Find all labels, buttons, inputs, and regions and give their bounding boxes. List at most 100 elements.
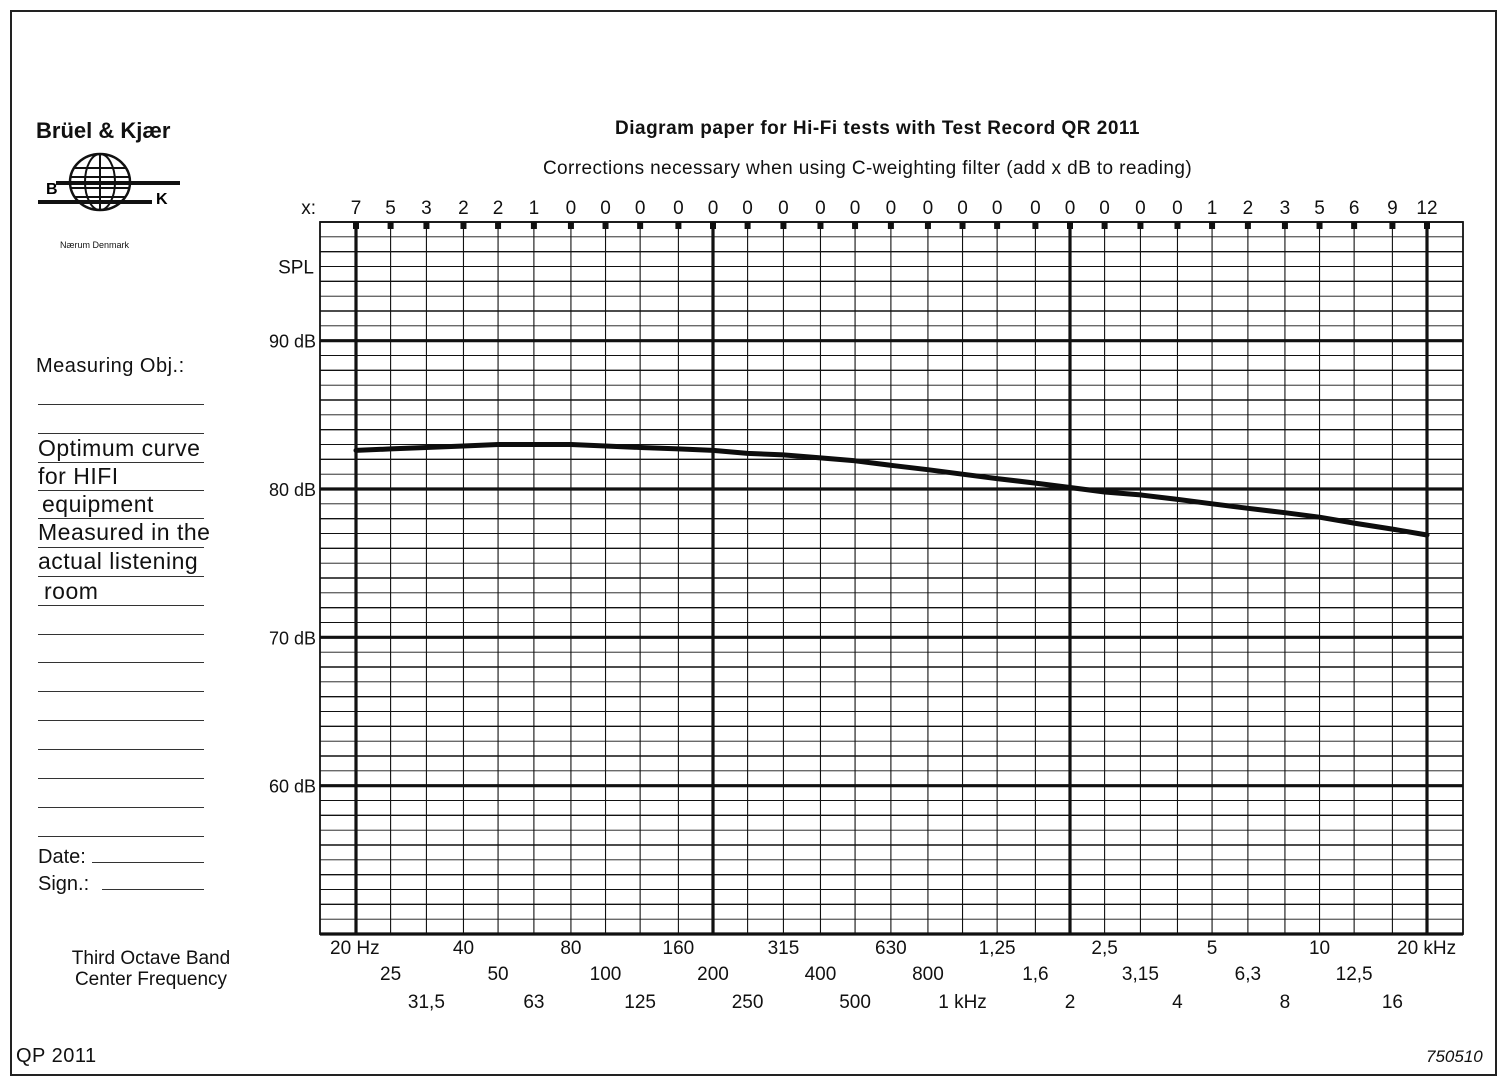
measuring-object-label: Measuring Obj.: (36, 355, 185, 377)
correction-value: 2 (458, 198, 469, 219)
y-tick-label: 60 dB (269, 777, 316, 797)
correction-value: 0 (957, 198, 968, 219)
correction-value: 0 (850, 198, 861, 219)
correction-value: 12 (1416, 198, 1437, 219)
page-title: Diagram paper for Hi-Fi tests with Test … (615, 118, 1140, 139)
x-tick-label: 1,25 (979, 938, 1016, 959)
band-marker (1281, 222, 1288, 229)
correction-value: 6 (1349, 198, 1360, 219)
x-tick-label: 200 (697, 964, 729, 985)
band-marker (675, 222, 682, 229)
form-line (38, 518, 204, 519)
correction-value: 0 (778, 198, 789, 219)
handwritten-note-line: equipment (42, 491, 154, 517)
form-line (38, 462, 204, 463)
correction-value: 0 (566, 198, 577, 219)
x-tick-label: 3,15 (1122, 964, 1159, 985)
band-marker (1244, 222, 1251, 229)
x-tick-label: 250 (732, 992, 764, 1013)
band-marker (1351, 222, 1358, 229)
handwritten-note-line: actual listening (38, 548, 199, 574)
correction-value: 7 (351, 198, 362, 219)
x-tick-label: 1 kHz (938, 992, 987, 1013)
correction-value: 0 (923, 198, 934, 219)
form-line (38, 691, 204, 692)
brand-name: Brüel & Kjær (36, 118, 171, 143)
band-marker (1101, 222, 1108, 229)
band-label-line: Center Frequency (74, 969, 228, 990)
band-marker (1209, 222, 1216, 229)
form-line (38, 634, 204, 635)
correction-row-label: x: (301, 198, 316, 219)
correction-value: 1 (1207, 198, 1218, 219)
date-field-line[interactable] (92, 862, 204, 863)
correction-value: 2 (1243, 198, 1254, 219)
band-marker (959, 222, 966, 229)
form-line (38, 778, 204, 779)
form-line (38, 720, 204, 721)
paper-frame (10, 10, 1497, 1076)
correction-value: 0 (1099, 198, 1110, 219)
x-tick-label: 25 (380, 964, 401, 985)
x-tick-label: 315 (768, 938, 800, 959)
correction-value: 5 (1314, 198, 1325, 219)
x-tick-label: 16 (1382, 992, 1403, 1013)
correction-value: 0 (992, 198, 1003, 219)
correction-value: 3 (1280, 198, 1291, 219)
x-tick-label: 20 kHz (1397, 938, 1456, 959)
band-marker (1067, 222, 1073, 229)
x-tick-label: 10 (1309, 938, 1330, 959)
correction-value: 0 (673, 198, 684, 219)
x-tick-label: 80 (560, 938, 581, 959)
band-marker (852, 222, 859, 229)
band-marker (530, 222, 537, 229)
correction-value: 0 (886, 198, 897, 219)
form-line (38, 547, 204, 548)
x-tick-label: 8 (1280, 992, 1291, 1013)
band-marker (887, 222, 894, 229)
y-tick-label: 70 dB (269, 628, 316, 648)
band-marker (994, 222, 1001, 229)
correction-value: 1 (529, 198, 540, 219)
band-marker (710, 222, 716, 229)
x-tick-label: 12,5 (1336, 964, 1373, 985)
x-tick-label: 31,5 (408, 992, 445, 1013)
band-marker (1032, 222, 1039, 229)
x-tick-label: 4 (1172, 992, 1183, 1013)
x-tick-label: 5 (1207, 938, 1218, 959)
band-marker (924, 222, 931, 229)
form-line (38, 605, 204, 606)
x-tick-label: 6,3 (1235, 964, 1261, 985)
x-tick-label: 160 (663, 938, 695, 959)
correction-value: 0 (1065, 198, 1076, 219)
y-axis-title: SPL (278, 258, 314, 279)
plot-frame (319, 221, 1464, 935)
form-code: QP 2011 (16, 1045, 97, 1067)
form-line (38, 836, 204, 837)
band-marker (780, 222, 787, 229)
sign-field-line[interactable] (102, 889, 204, 890)
band-marker (1316, 222, 1323, 229)
correction-value: 0 (815, 198, 826, 219)
form-line (38, 404, 204, 405)
x-tick-label: 500 (839, 992, 871, 1013)
x-tick-label: 40 (453, 938, 474, 959)
form-line (38, 807, 204, 808)
band-marker (1424, 222, 1430, 229)
correction-value: 0 (600, 198, 611, 219)
band-marker (387, 222, 394, 229)
band-center-frequency-label: Third Octave Band Center Frequency (40, 948, 262, 990)
x-tick-label: 800 (912, 964, 944, 985)
optimum-response-curve (353, 442, 1430, 538)
x-tick-label: 50 (487, 964, 508, 985)
correction-value: 0 (1172, 198, 1183, 219)
band-marker (1137, 222, 1144, 229)
correction-value: 3 (421, 198, 432, 219)
page-subtitle: Corrections necessary when using C-weigh… (542, 158, 1193, 179)
band-marker (602, 222, 609, 229)
date-label: Date: (38, 846, 86, 868)
logo-letter-b: B (46, 181, 58, 198)
x-tick-label: 20 Hz (330, 938, 380, 959)
form-line (38, 490, 204, 491)
